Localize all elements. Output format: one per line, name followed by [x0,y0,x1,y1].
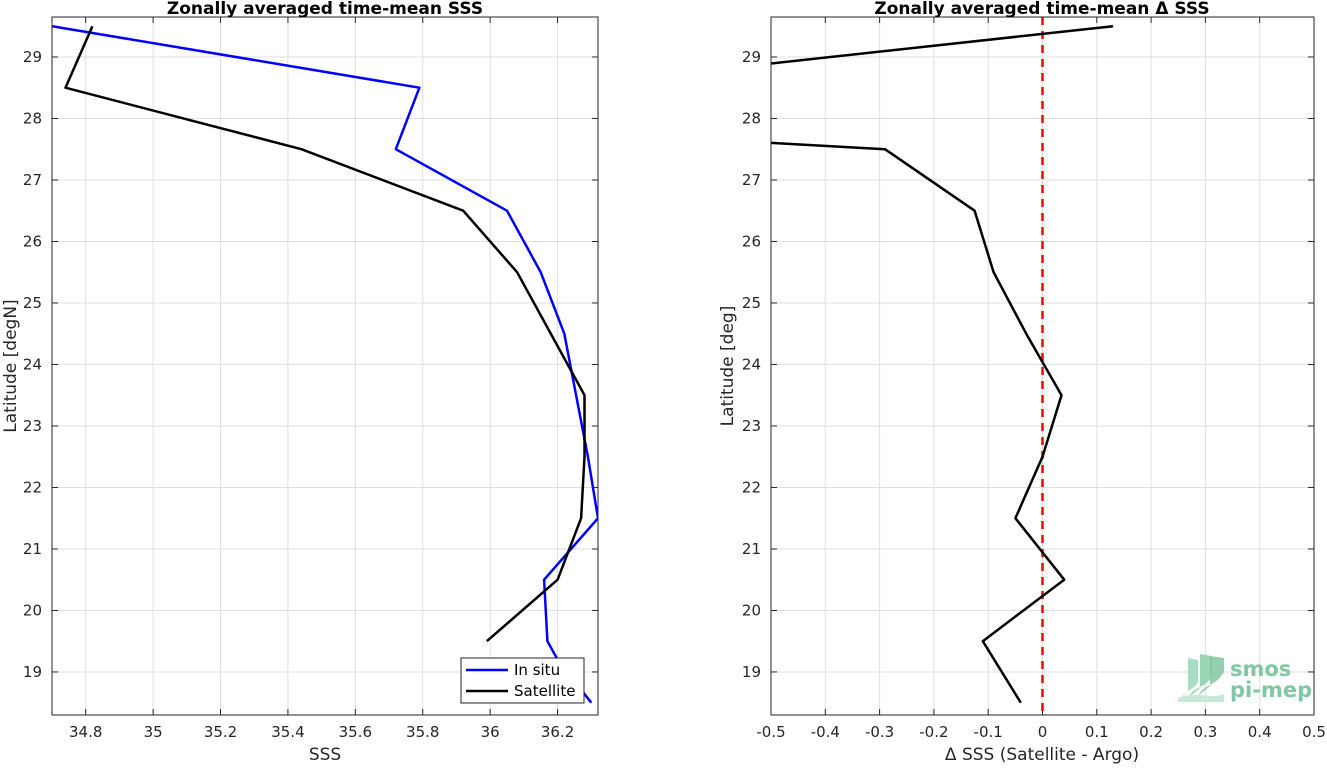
right-series-group [771,17,1114,715]
left-y-tick-label: 24 [23,355,42,373]
right-x-tick-label: -0.4 [811,723,840,741]
logo-text-smos: smos [1230,657,1291,681]
right-x-tick-label: 0 [1038,723,1048,741]
logo-wave-icon [1178,654,1224,702]
right-series-line-series-0 [771,24,1114,704]
left-x-tick-label: 35.2 [204,723,237,741]
left-y-tick-label: 27 [23,171,42,189]
right-axes-frame [770,16,1315,716]
legend-label-in-situ: In situ [514,661,560,679]
legend: In situ Satellite [460,657,585,704]
left-y-tick-label: 28 [23,109,42,127]
right-x-tick-label: -0.2 [919,723,948,741]
left-y-tick-label: 25 [23,294,42,312]
left-series-group [52,24,598,704]
right-y-tick-label: 25 [742,294,761,312]
right-x-tick-label: 0.3 [1193,723,1217,741]
right-panel: -0.5 -0.4 -0.3 -0.2 -0.1 0 0.1 0.2 0.3 0.4 0.5 19 20… [718,0,1326,765]
right-x-tick-label: -0.5 [756,723,785,741]
right-tick-labels: -0.5 -0.4 -0.3 -0.2 -0.1 0 0.1 0.2 0.3 0.4 0.5 19 20… [742,48,1326,741]
right-y-tick-label: 29 [742,48,761,66]
smos-pi-mep-logo: smos pi-mep [1178,654,1312,702]
left-x-tick-label: 35.4 [271,723,304,741]
left-x-tick-label: 34.8 [69,723,102,741]
right-x-tick-label: 0.5 [1302,723,1326,741]
right-x-tick-label: 0.1 [1085,723,1109,741]
right-x-tick-label: -0.3 [865,723,894,741]
right-y-tick-label: 23 [742,417,761,435]
legend-label-satellite: Satellite [514,682,575,700]
left-y-tick-label: 19 [23,663,42,681]
right-x-axis-label: Δ SSS (Satellite - Argo) [945,745,1139,765]
logo-text-pi-mep: pi-mep [1230,678,1312,702]
legend-box [460,657,585,704]
right-x-tick-label: 0.4 [1248,723,1272,741]
right-y-tick-label: 26 [742,232,761,250]
right-y-tick-label: 22 [742,478,761,496]
right-y-tick-label: 28 [742,109,761,127]
right-y-tick-label: 19 [742,663,761,681]
left-axes-frame [51,16,599,716]
left-y-tick-label: 29 [23,48,42,66]
left-panel: 34.8 35 35.2 35.4 35.6 35.8 36 36.2 19 20 21 22 23 24… [1,0,599,765]
left-y-tick-label: 26 [23,232,42,250]
left-y-axis-label: Latitude [degN] [1,299,21,432]
left-y-tick-label: 23 [23,417,42,435]
right-chart-title: Zonally averaged time-mean Δ SSS [874,0,1209,19]
right-x-tick-label: -0.1 [974,723,1003,741]
right-y-axis-label: Latitude [deg] [718,306,738,427]
left-x-tick-label: 36 [481,723,500,741]
right-x-tick-label: 0.2 [1139,723,1163,741]
left-y-tick-label: 20 [23,601,42,619]
left-gridlines [52,17,598,715]
left-x-tick-label: 35 [144,723,163,741]
left-tick-labels: 34.8 35 35.2 35.4 35.6 35.8 36 36.2 19 20 21 22 23 24… [23,48,574,741]
left-series-line-satellite [64,25,586,643]
left-series-line-in-situ [52,24,598,704]
right-y-tick-label: 24 [742,355,761,373]
left-y-tick-label: 22 [23,478,42,496]
left-x-axis-label: SSS [309,745,341,765]
left-chart-title: Zonally averaged time-mean SSS [167,0,483,19]
left-x-tick-label: 35.6 [339,723,372,741]
right-y-tick-label: 27 [742,171,761,189]
right-y-tick-label: 21 [742,540,761,558]
right-y-tick-label: 20 [742,601,761,619]
left-y-tick-label: 21 [23,540,42,558]
left-x-tick-label: 36.2 [541,723,574,741]
left-tick-marks [52,17,598,715]
left-x-tick-label: 35.8 [406,723,439,741]
